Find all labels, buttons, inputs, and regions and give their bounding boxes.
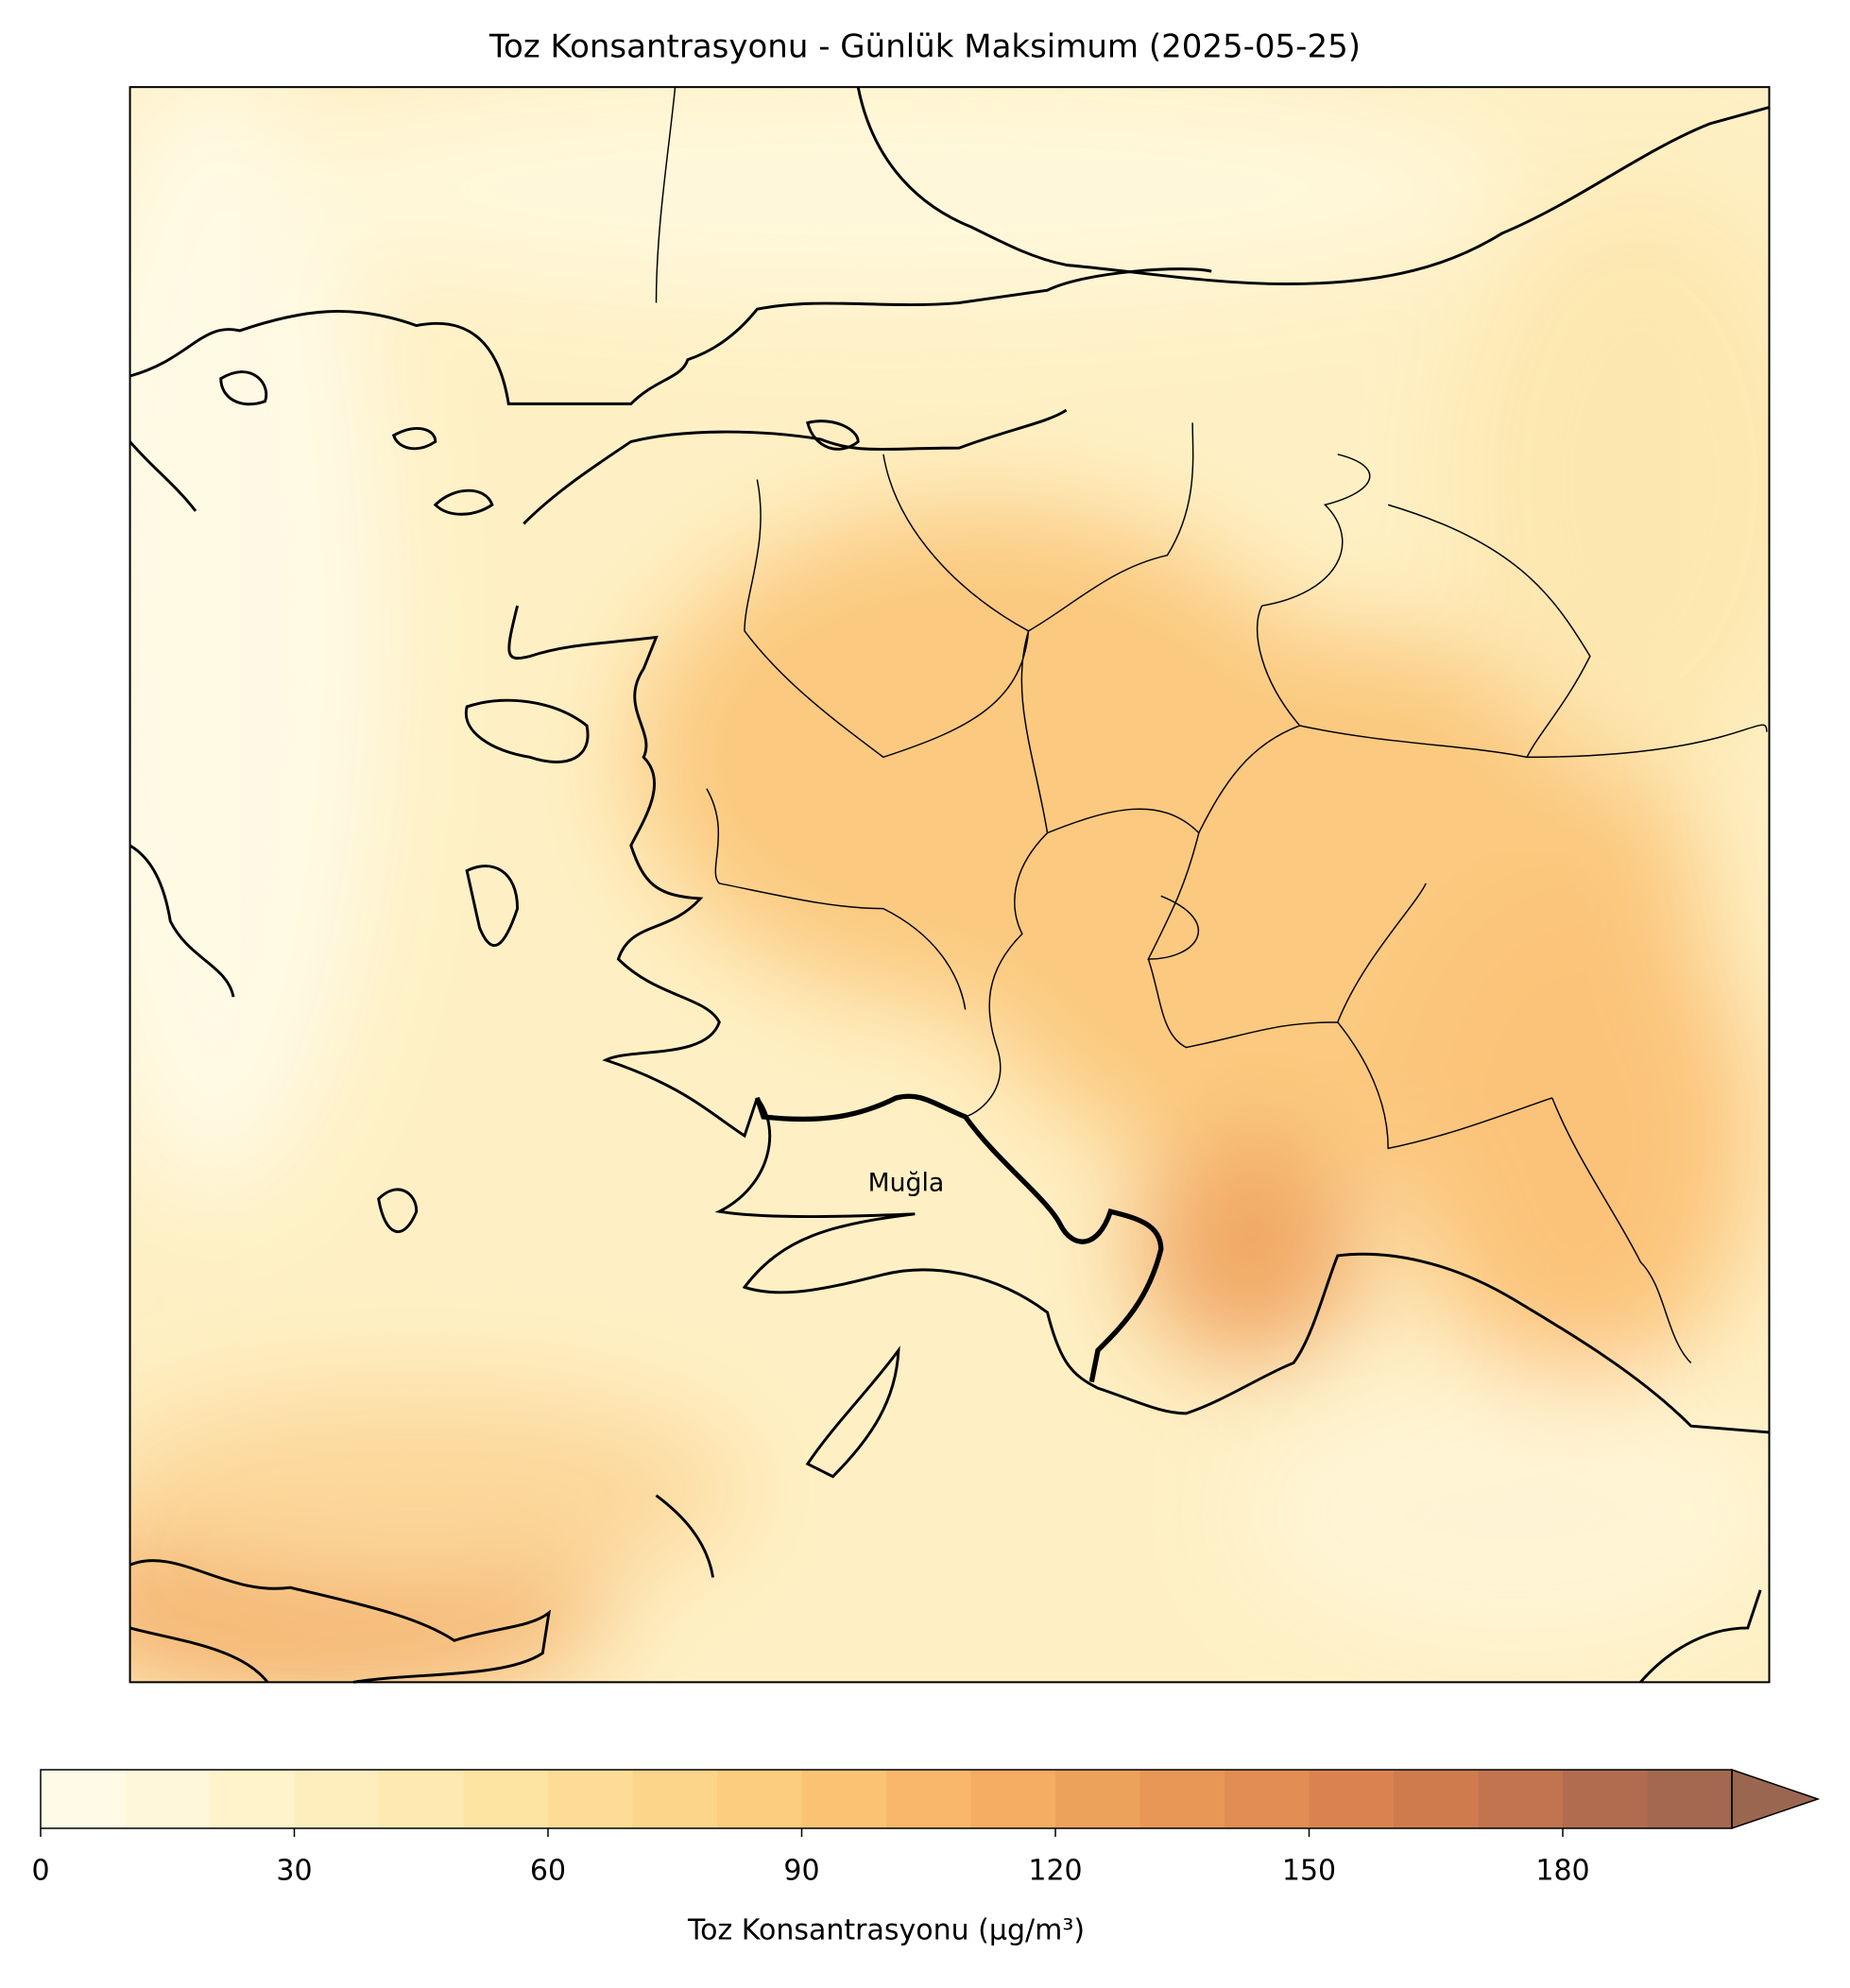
colorbar-band: [294, 1770, 380, 1828]
colorbar-band: [970, 1770, 1056, 1828]
colorbar-tick-label: 60: [530, 1855, 566, 1888]
colorbar-tick-label: 0: [31, 1855, 49, 1888]
colorbar-band: [379, 1770, 464, 1828]
colorbar-band: [463, 1770, 549, 1828]
colorbar-band: [125, 1770, 211, 1828]
annotation: Muğla: [868, 1168, 945, 1197]
map: Muğla: [128, 86, 1771, 1684]
colorbar-band: [717, 1770, 802, 1828]
colorbar-band: [801, 1770, 887, 1828]
colorbar-band: [210, 1770, 295, 1828]
colorbar-label: Toz Konsantrasyonu (µg/m³): [687, 1914, 1085, 1947]
province-borders: [655, 87, 1768, 1363]
colorbar-band: [1055, 1770, 1140, 1828]
colorbar-tick-label: 150: [1282, 1855, 1336, 1888]
colorbar-tick-label: 30: [276, 1855, 312, 1888]
colorbar-band: [886, 1770, 971, 1828]
colorbar-band: [1394, 1770, 1479, 1828]
colorbar-band: [41, 1770, 126, 1828]
mugla-border: [754, 1093, 1164, 1383]
colorbar-outline: [40, 1769, 1733, 1829]
colorbar-band: [632, 1770, 718, 1828]
map-frame: [128, 86, 1771, 1684]
colorbar-extension: [1731, 1768, 1821, 1830]
colorbar-band: [548, 1770, 633, 1828]
colorbar-band: [1647, 1770, 1733, 1828]
map-title: Toz Konsantrasyonu - Günlük Maksimum (20…: [488, 28, 1361, 66]
colorbar: 0 30 60 90 120 150 180: [31, 1768, 1821, 1888]
coastlines: [128, 86, 1770, 1684]
concentration-field: [129, 87, 1770, 1683]
colorbar-band: [1225, 1770, 1310, 1828]
colorbar-band: [1563, 1770, 1648, 1828]
colorbar-tick-label: 120: [1028, 1855, 1082, 1888]
colorbar-band: [1478, 1770, 1564, 1828]
colorbar-band: [1309, 1770, 1395, 1828]
colorbar-tick-label: 180: [1535, 1855, 1589, 1888]
colorbar-band: [1139, 1770, 1225, 1828]
colorbar-tick-label: 90: [783, 1855, 819, 1888]
